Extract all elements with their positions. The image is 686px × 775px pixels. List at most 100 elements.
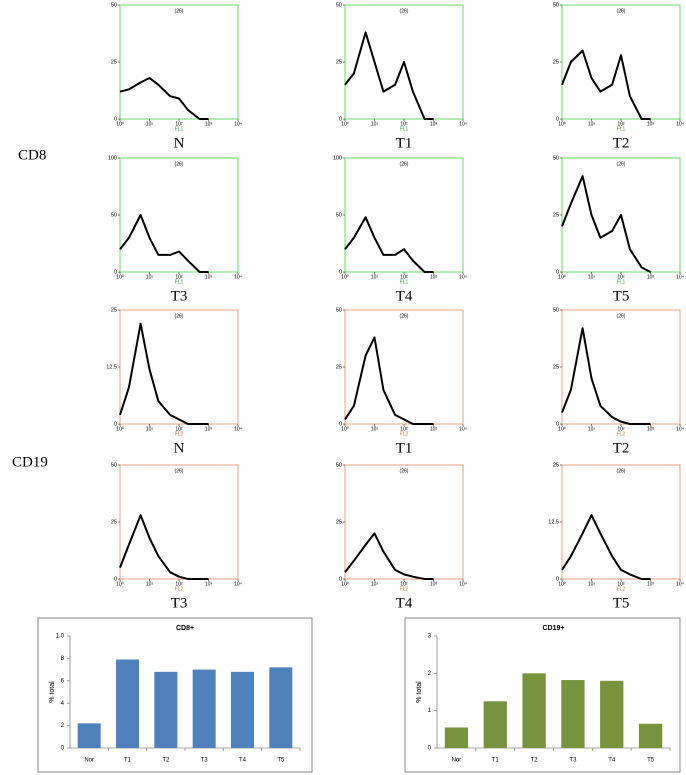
y-tick-label: 0 (61, 746, 65, 752)
x-tick-label: 10³ (647, 581, 655, 587)
panel-subtitle: (26) (617, 161, 626, 167)
chart-frame (404, 617, 681, 773)
y-tick-label: 50 (336, 307, 342, 313)
x-tick-label: 10² (175, 581, 183, 587)
x-tick-label: T2 (531, 758, 539, 764)
x-axis-label: FL2 (175, 586, 184, 592)
x-axis-label: FL1 (400, 126, 409, 132)
panel-title: T5 (613, 288, 630, 304)
y-tick-label: 0 (114, 116, 117, 122)
y-tick-label: 0 (556, 116, 559, 122)
bar (192, 669, 216, 748)
bar (561, 680, 585, 748)
histogram-trace (344, 336, 434, 425)
panel-subtitle: (26) (175, 468, 184, 474)
x-tick-label: T4 (239, 758, 247, 764)
x-tick-label: 10¹ (146, 274, 154, 280)
x-axis-label: FL1 (617, 126, 626, 132)
plot-frame (119, 309, 239, 425)
y-tick-label: 25 (111, 307, 117, 313)
x-tick-label: 10⁰ (116, 274, 124, 280)
x-tick-label: 10³ (205, 121, 213, 127)
panel-title: N (174, 135, 185, 151)
y-tick-label: 0 (428, 746, 432, 752)
y-tick-label: 25 (336, 59, 342, 65)
x-tick-label: T5 (647, 758, 655, 764)
x-tick-label: 10³ (647, 426, 655, 432)
bar (483, 701, 507, 748)
panel-subtitle: (26) (175, 161, 184, 167)
bar (269, 667, 293, 748)
y-tick-label: 6 (61, 678, 65, 684)
x-tick-label: 10³ (647, 121, 655, 127)
y-tick-label: 50 (111, 2, 117, 8)
histogram-trace (344, 31, 434, 120)
y-tick-label: 0 (114, 269, 117, 275)
x-tick-label: 10³ (430, 121, 438, 127)
x-tick-label: 10⁰ (116, 581, 124, 587)
x-tick-label: 10³ (430, 274, 438, 280)
x-tick-label: 10³ (647, 274, 655, 280)
x-tick-label: 10⁴ (234, 581, 242, 587)
bar (77, 723, 101, 748)
panel-title: N (174, 440, 185, 456)
y-tick-label: 25 (111, 59, 117, 65)
y-tick-label: 0 (556, 576, 559, 582)
x-tick-label: 10⁰ (116, 121, 124, 127)
x-axis-label: FL2 (400, 586, 409, 592)
y-tick-label: 25 (336, 519, 342, 525)
x-tick-label: T1 (492, 758, 500, 764)
x-axis-label: FL2 (175, 431, 184, 437)
chart-frame (37, 617, 313, 773)
panel-subtitle: (26) (400, 161, 409, 167)
x-tick-label: 10⁰ (341, 121, 349, 127)
x-tick-label: 10⁰ (558, 426, 566, 432)
x-tick-label: 10⁰ (558, 274, 566, 280)
x-tick-label: 10⁴ (234, 274, 242, 280)
x-tick-label: 10² (400, 426, 408, 432)
panel-subtitle: (26) (175, 8, 184, 14)
x-tick-label: 10³ (205, 274, 213, 280)
x-tick-label: 10³ (430, 426, 438, 432)
x-tick-label: 10¹ (588, 581, 596, 587)
panel-subtitle: (26) (400, 8, 409, 14)
bar (231, 671, 254, 748)
x-tick-label: T3 (201, 758, 209, 764)
y-tick-label: 0 (339, 116, 342, 122)
y-tick-label: 25 (111, 519, 117, 525)
y-tick-label: 1.0 (56, 634, 65, 640)
x-tick-label: 10² (400, 121, 408, 127)
panel-title: T4 (396, 288, 413, 304)
x-tick-label: 10² (175, 274, 183, 280)
x-tick-label: 10⁴ (676, 426, 684, 432)
y-tick-label: 12.5 (548, 519, 559, 525)
y-tick-label: 3 (428, 634, 432, 640)
x-tick-label: 10⁴ (676, 274, 684, 280)
x-axis-label: FL2 (617, 431, 626, 437)
plot-frame (561, 4, 681, 120)
histogram-trace (119, 77, 209, 120)
histogram-trace (344, 532, 434, 580)
bar (600, 680, 624, 748)
panel-subtitle: (26) (617, 8, 626, 14)
y-tick-label: 2 (428, 671, 432, 677)
x-tick-label: 10¹ (146, 121, 154, 127)
x-tick-label: 10¹ (371, 426, 379, 432)
chart-title: CD19+ (543, 625, 565, 632)
y-tick-label: 0 (556, 269, 559, 275)
panel-title: T2 (613, 135, 630, 151)
x-tick-label: 10⁰ (558, 581, 566, 587)
y-tick-label: 25 (553, 364, 559, 370)
y-tick-label: 50 (336, 2, 342, 8)
histogram-trace (344, 216, 434, 273)
x-tick-label: 10² (617, 581, 625, 587)
panel-subtitle: (26) (175, 313, 184, 319)
plot-frame (119, 157, 239, 273)
plot-frame (344, 157, 464, 273)
y-tick-label: 100 (108, 155, 117, 161)
y-tick-label: 0 (339, 576, 342, 582)
x-tick-label: 10⁴ (459, 274, 467, 280)
x-tick-label: 10⁴ (676, 581, 684, 587)
x-tick-label: 10² (617, 274, 625, 280)
x-axis-label: FL2 (617, 586, 626, 592)
